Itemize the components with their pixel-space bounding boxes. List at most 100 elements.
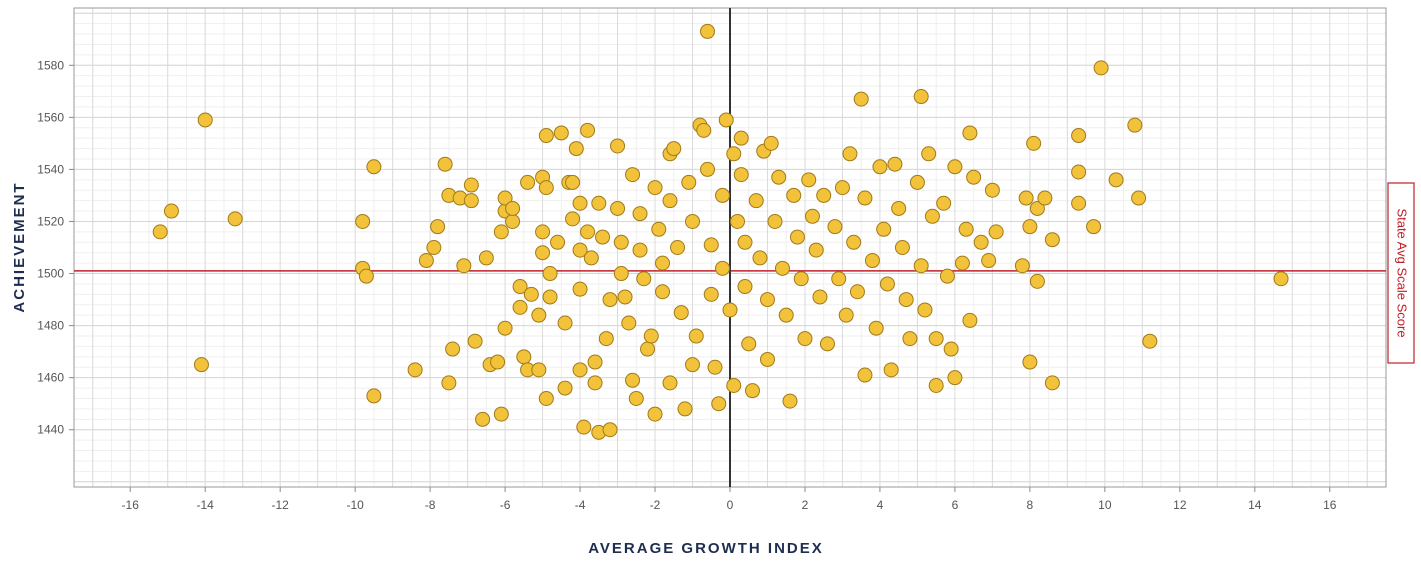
data-point [677, 401, 693, 417]
data-point [583, 250, 599, 266]
data-point [366, 388, 382, 404]
x-tick-label: -4 [575, 498, 586, 512]
data-point [1014, 258, 1030, 274]
data-point [939, 268, 955, 284]
data-point [849, 284, 865, 300]
x-tick-label: 2 [802, 498, 809, 512]
data-point [1029, 273, 1045, 289]
data-point [947, 370, 963, 386]
data-point [722, 302, 738, 318]
data-point [493, 406, 509, 422]
data-point [512, 299, 528, 315]
y-tick-label: 1500 [37, 267, 64, 281]
data-point [662, 375, 678, 391]
data-point [1018, 190, 1034, 206]
data-point [898, 292, 914, 308]
data-point [737, 234, 753, 250]
data-point [670, 240, 686, 255]
data-point [662, 193, 678, 209]
data-point [883, 362, 899, 378]
data-point [868, 320, 884, 336]
data-point [1022, 219, 1038, 235]
x-tick-label: -14 [197, 498, 215, 512]
data-point [696, 122, 712, 138]
data-point [467, 333, 483, 349]
data-point [842, 146, 858, 162]
data-point [943, 341, 959, 357]
data-point [632, 242, 648, 258]
data-point [894, 240, 910, 255]
data-point [602, 422, 618, 438]
data-point [542, 266, 558, 282]
data-point [463, 193, 479, 209]
data-point [786, 187, 802, 203]
data-point [227, 211, 243, 227]
data-point [685, 213, 701, 229]
data-point [568, 141, 584, 157]
data-point [520, 174, 536, 190]
data-point [456, 258, 472, 274]
data-point [872, 159, 888, 175]
y-tick-label: 1440 [37, 423, 64, 437]
data-point [1127, 117, 1143, 133]
x-tick-label: -6 [500, 498, 511, 512]
data-point [958, 221, 974, 237]
data-point [441, 375, 457, 391]
data-point [718, 112, 734, 128]
data-point [981, 253, 997, 269]
x-tick-label: 16 [1323, 498, 1337, 512]
data-point [538, 390, 554, 406]
data-point [437, 156, 453, 172]
data-point [763, 135, 779, 151]
data-point [715, 187, 731, 203]
data-point [924, 208, 940, 224]
data-point [565, 174, 581, 190]
x-axis-title: AVERAGE GROWTH INDEX [588, 540, 824, 557]
data-point [673, 305, 689, 321]
data-point [505, 213, 521, 229]
data-point [748, 193, 764, 209]
data-point [355, 213, 371, 229]
data-point [666, 141, 682, 157]
data-point [647, 406, 663, 422]
data-point [358, 268, 374, 284]
data-point [565, 211, 581, 227]
y-tick-label: 1540 [37, 162, 64, 176]
data-point [913, 258, 929, 274]
data-point [418, 253, 434, 269]
y-axis-title: ACHIEVEMENT [11, 181, 28, 312]
data-point [647, 180, 663, 196]
data-point [808, 242, 824, 258]
data-point [917, 302, 933, 318]
data-point [632, 206, 648, 222]
data-point [1071, 195, 1087, 211]
data-point [1026, 135, 1042, 151]
data-point [531, 307, 547, 323]
data-point [962, 125, 978, 141]
data-point [617, 289, 633, 305]
y-tick-label: 1520 [37, 214, 64, 228]
data-point [538, 128, 554, 144]
data-point [490, 354, 506, 370]
data-point [973, 234, 989, 250]
data-points [152, 23, 1289, 440]
data-point [988, 224, 1004, 240]
data-point [655, 284, 671, 300]
data-point [1273, 271, 1289, 287]
data-point [591, 195, 607, 211]
data-point [587, 354, 603, 370]
data-point [595, 229, 611, 245]
data-point [681, 174, 697, 190]
data-point [879, 276, 895, 292]
y-tick-label: 1480 [37, 319, 64, 333]
data-point [531, 362, 547, 378]
data-point [729, 213, 745, 229]
data-point [197, 112, 213, 128]
data-point [613, 234, 629, 250]
y-tick-label: 1460 [37, 371, 64, 385]
data-point [774, 260, 790, 276]
data-point [778, 307, 794, 323]
data-point [628, 390, 644, 406]
y-tick-label: 1580 [37, 58, 64, 72]
data-point [587, 375, 603, 391]
